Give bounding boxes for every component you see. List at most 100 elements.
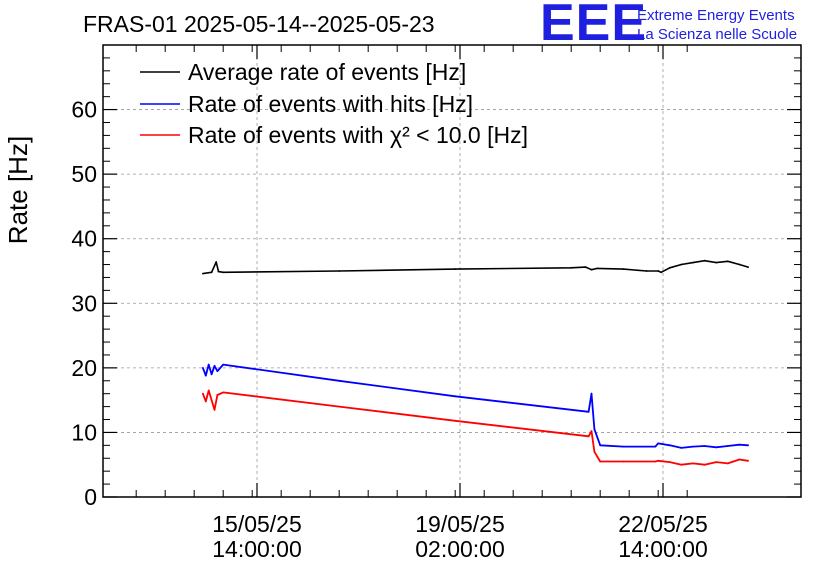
data-point — [715, 446, 718, 449]
data-point — [738, 443, 741, 446]
data-point — [657, 459, 660, 462]
data-point — [593, 428, 596, 431]
data-point — [454, 395, 457, 398]
data-point — [657, 270, 660, 272]
data-point — [654, 460, 657, 463]
data-point — [645, 270, 648, 272]
data-point — [593, 450, 596, 453]
data-point — [207, 363, 210, 366]
data-point — [204, 400, 207, 403]
logo-mark: EEE — [540, 0, 647, 52]
data-point — [216, 370, 219, 372]
legend-label-average: Average rate of events [Hz] — [188, 59, 466, 85]
data-point — [715, 261, 718, 264]
data-point — [747, 444, 749, 447]
data-point — [726, 260, 729, 263]
x-tick-label-time: 02:00:00 — [415, 536, 505, 562]
axis-tick-labels: 010203040506015/05/2514:00:0019/05/2502:… — [71, 97, 707, 562]
data-point — [599, 460, 602, 463]
data-point — [738, 458, 741, 461]
x-tick-label-date: 19/05/25 — [415, 511, 505, 537]
data-point — [338, 379, 341, 382]
data-point — [587, 435, 590, 438]
data-point — [454, 268, 457, 270]
data-point — [703, 445, 706, 447]
data-point — [668, 444, 671, 447]
data-point — [210, 373, 213, 376]
data-point — [622, 460, 625, 463]
data-point — [216, 394, 219, 396]
data-point — [222, 271, 225, 274]
y-tick-label: 0 — [84, 484, 97, 510]
data-point — [596, 267, 599, 270]
y-tick-label: 60 — [71, 97, 97, 123]
y-tick-label: 30 — [71, 290, 97, 316]
data-point — [213, 365, 216, 367]
data-point — [657, 442, 660, 445]
y-tick-label: 20 — [71, 355, 97, 381]
data-point — [222, 363, 225, 366]
legend-label-chi2-prefix: Rate of events with — [188, 122, 390, 148]
logo-line-2: La Scienza nelle Scuole — [637, 26, 797, 43]
legend-label-chi2-suffix: χ² < 10.0 [Hz] — [390, 122, 528, 148]
data-point — [590, 392, 593, 395]
data-point — [703, 463, 706, 466]
data-point — [570, 266, 573, 269]
data-point — [454, 419, 457, 422]
data-point — [726, 445, 729, 447]
data-point — [217, 270, 220, 273]
data-point — [747, 266, 749, 268]
x-tick-label-date: 15/05/25 — [212, 511, 302, 537]
data-point — [210, 271, 213, 274]
data-point — [213, 408, 216, 411]
data-point — [726, 462, 729, 465]
data-point — [747, 459, 749, 462]
data-point — [692, 445, 694, 448]
series-line-0 — [202, 259, 749, 275]
series-line-2 — [202, 389, 749, 466]
data-point — [584, 266, 587, 268]
data-point — [215, 261, 218, 263]
data-point — [738, 263, 741, 266]
x-tick-label-date: 22/05/25 — [618, 511, 708, 537]
data-point — [692, 462, 694, 465]
axis-ticks — [103, 45, 801, 498]
y-tick-label: 40 — [71, 226, 97, 252]
data-point — [590, 268, 593, 271]
series-layer — [202, 259, 749, 466]
data-point — [204, 374, 207, 377]
logo-line-1: Extreme Energy Events — [637, 7, 795, 24]
legend-label-chi2: Rate of events with χ² < 10.0 [Hz] — [188, 122, 528, 148]
data-point — [654, 445, 657, 448]
data-point — [202, 392, 204, 395]
x-tick-label-time: 14:00:00 — [212, 536, 302, 562]
series-line-1 — [202, 363, 749, 449]
data-point — [692, 261, 694, 264]
y-axis-label: Rate [Hz] — [3, 136, 33, 244]
chart-title: FRAS-01 2025-05-14--2025-05-23 — [83, 11, 435, 37]
legend: Average rate of events [Hz] Rate of even… — [140, 59, 528, 148]
y-tick-label: 50 — [71, 161, 97, 187]
y-tick-label: 10 — [71, 419, 97, 445]
data-point — [207, 389, 210, 392]
x-tick-label-time: 14:00:00 — [618, 536, 708, 562]
data-point — [622, 268, 625, 270]
data-point — [587, 410, 590, 413]
data-point — [599, 444, 602, 447]
data-point — [668, 266, 671, 269]
eee-logo: EEE Extreme Energy Events La Scienza nel… — [540, 0, 797, 52]
data-point — [202, 272, 204, 275]
legend-label-hits: Rate of events with hits [Hz] — [188, 91, 473, 117]
data-point — [660, 271, 662, 274]
data-point — [222, 391, 225, 394]
data-point — [338, 270, 341, 272]
data-point — [622, 445, 625, 448]
data-point — [680, 263, 683, 266]
data-point — [680, 463, 683, 466]
plot-frame — [102, 44, 802, 498]
data-point — [210, 399, 213, 401]
data-point — [202, 367, 204, 369]
data-point — [668, 461, 671, 463]
data-point — [715, 461, 718, 463]
